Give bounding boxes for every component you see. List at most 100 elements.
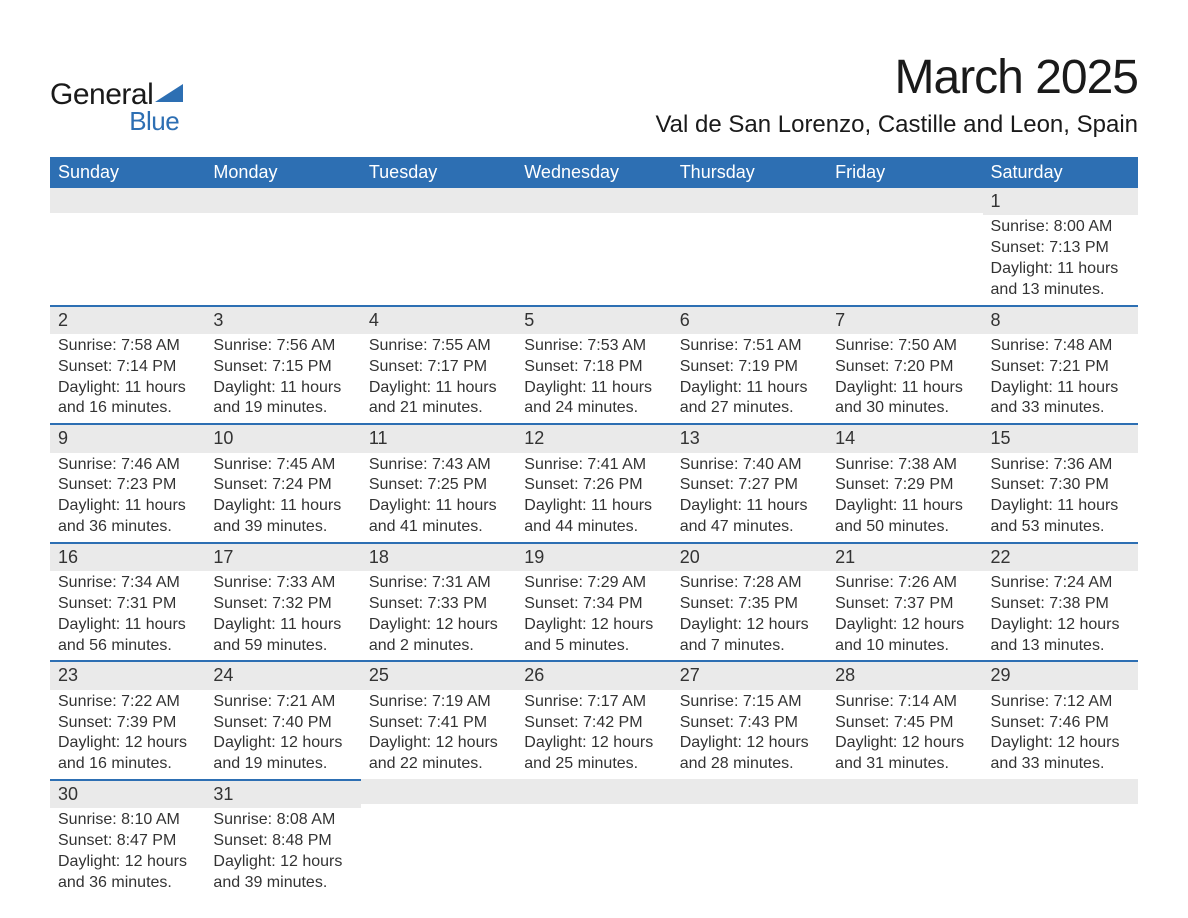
day-body: Sunrise: 7:19 AMSunset: 7:41 PMDaylight:… <box>361 690 516 779</box>
day-body: Sunrise: 7:46 AMSunset: 7:23 PMDaylight:… <box>50 453 205 542</box>
daylight-line: Daylight: 11 hours and 39 minutes. <box>213 496 352 538</box>
day-number: 1 <box>983 188 1138 215</box>
sunset-line: Sunset: 7:34 PM <box>524 594 663 615</box>
day-cell: 25Sunrise: 7:19 AMSunset: 7:41 PMDayligh… <box>361 660 516 779</box>
day-number: 2 <box>50 305 205 334</box>
day-cell: 4Sunrise: 7:55 AMSunset: 7:17 PMDaylight… <box>361 305 516 424</box>
sunrise-line: Sunrise: 7:36 AM <box>991 455 1130 476</box>
day-body: Sunrise: 8:00 AMSunset: 7:13 PMDaylight:… <box>983 215 1138 304</box>
day-body <box>361 213 516 233</box>
page-header: General Blue March 2025 Val de San Loren… <box>50 50 1138 139</box>
day-body <box>205 213 360 233</box>
daylight-line: Daylight: 11 hours and 19 minutes. <box>213 378 352 420</box>
day-cell: 10Sunrise: 7:45 AMSunset: 7:24 PMDayligh… <box>205 423 360 542</box>
sunset-line: Sunset: 7:37 PM <box>835 594 974 615</box>
day-number: 30 <box>50 779 205 808</box>
sunset-line: Sunset: 7:46 PM <box>991 713 1130 734</box>
sunset-line: Sunset: 7:30 PM <box>991 475 1130 496</box>
day-cell: 27Sunrise: 7:15 AMSunset: 7:43 PMDayligh… <box>672 660 827 779</box>
day-cell <box>50 188 205 305</box>
daylight-line: Daylight: 11 hours and 47 minutes. <box>680 496 819 538</box>
day-body: Sunrise: 7:36 AMSunset: 7:30 PMDaylight:… <box>983 453 1138 542</box>
sunrise-line: Sunrise: 7:12 AM <box>991 692 1130 713</box>
day-body: Sunrise: 7:50 AMSunset: 7:20 PMDaylight:… <box>827 334 982 423</box>
sunrise-line: Sunrise: 7:53 AM <box>524 336 663 357</box>
day-number: 7 <box>827 305 982 334</box>
sunset-line: Sunset: 7:40 PM <box>213 713 352 734</box>
sunrise-line: Sunrise: 8:00 AM <box>991 217 1130 238</box>
daylight-line: Daylight: 12 hours and 19 minutes. <box>213 733 352 775</box>
sunset-line: Sunset: 8:48 PM <box>213 831 352 852</box>
day-cell: 30Sunrise: 8:10 AMSunset: 8:47 PMDayligh… <box>50 779 205 898</box>
day-body: Sunrise: 7:34 AMSunset: 7:31 PMDaylight:… <box>50 571 205 660</box>
day-cell: 20Sunrise: 7:28 AMSunset: 7:35 PMDayligh… <box>672 542 827 661</box>
day-number: 26 <box>516 660 671 689</box>
weekday-header: Tuesday <box>361 157 516 188</box>
sunrise-line: Sunrise: 7:38 AM <box>835 455 974 476</box>
sunset-line: Sunset: 7:45 PM <box>835 713 974 734</box>
day-body: Sunrise: 7:26 AMSunset: 7:37 PMDaylight:… <box>827 571 982 660</box>
day-cell <box>361 188 516 305</box>
day-body: Sunrise: 7:38 AMSunset: 7:29 PMDaylight:… <box>827 453 982 542</box>
day-number: 14 <box>827 423 982 452</box>
day-cell: 7Sunrise: 7:50 AMSunset: 7:20 PMDaylight… <box>827 305 982 424</box>
sunset-line: Sunset: 7:18 PM <box>524 357 663 378</box>
day-body: Sunrise: 7:17 AMSunset: 7:42 PMDaylight:… <box>516 690 671 779</box>
day-number <box>205 188 360 213</box>
day-number <box>50 188 205 213</box>
day-number: 16 <box>50 542 205 571</box>
day-number: 23 <box>50 660 205 689</box>
day-number: 25 <box>361 660 516 689</box>
day-body: Sunrise: 7:29 AMSunset: 7:34 PMDaylight:… <box>516 571 671 660</box>
sunset-line: Sunset: 7:23 PM <box>58 475 197 496</box>
day-body: Sunrise: 7:48 AMSunset: 7:21 PMDaylight:… <box>983 334 1138 423</box>
day-number: 22 <box>983 542 1138 571</box>
day-number <box>361 188 516 213</box>
location: Val de San Lorenzo, Castille and Leon, S… <box>655 111 1138 139</box>
sunset-line: Sunset: 7:25 PM <box>369 475 508 496</box>
day-number: 17 <box>205 542 360 571</box>
sunset-line: Sunset: 7:32 PM <box>213 594 352 615</box>
daylight-line: Daylight: 12 hours and 39 minutes. <box>213 852 352 894</box>
day-body <box>983 804 1138 824</box>
sunrise-line: Sunrise: 7:51 AM <box>680 336 819 357</box>
day-cell: 11Sunrise: 7:43 AMSunset: 7:25 PMDayligh… <box>361 423 516 542</box>
day-body <box>827 213 982 233</box>
week-row: 9Sunrise: 7:46 AMSunset: 7:23 PMDaylight… <box>50 423 1138 542</box>
week-row: 1Sunrise: 8:00 AMSunset: 7:13 PMDaylight… <box>50 188 1138 305</box>
day-number: 31 <box>205 779 360 808</box>
sunset-line: Sunset: 7:13 PM <box>991 238 1130 259</box>
sunrise-line: Sunrise: 7:40 AM <box>680 455 819 476</box>
title-block: March 2025 Val de San Lorenzo, Castille … <box>655 50 1138 139</box>
sunset-line: Sunset: 7:35 PM <box>680 594 819 615</box>
day-number: 10 <box>205 423 360 452</box>
week-row: 23Sunrise: 7:22 AMSunset: 7:39 PMDayligh… <box>50 660 1138 779</box>
sunrise-line: Sunrise: 7:55 AM <box>369 336 508 357</box>
sunset-line: Sunset: 7:20 PM <box>835 357 974 378</box>
sunrise-line: Sunrise: 7:46 AM <box>58 455 197 476</box>
day-body: Sunrise: 7:31 AMSunset: 7:33 PMDaylight:… <box>361 571 516 660</box>
sunset-line: Sunset: 7:42 PM <box>524 713 663 734</box>
day-cell: 8Sunrise: 7:48 AMSunset: 7:21 PMDaylight… <box>983 305 1138 424</box>
day-cell: 12Sunrise: 7:41 AMSunset: 7:26 PMDayligh… <box>516 423 671 542</box>
sunrise-line: Sunrise: 7:48 AM <box>991 336 1130 357</box>
day-number: 8 <box>983 305 1138 334</box>
weeks-container: 1Sunrise: 8:00 AMSunset: 7:13 PMDaylight… <box>50 188 1138 897</box>
day-cell: 24Sunrise: 7:21 AMSunset: 7:40 PMDayligh… <box>205 660 360 779</box>
sunset-line: Sunset: 7:41 PM <box>369 713 508 734</box>
day-cell: 31Sunrise: 8:08 AMSunset: 8:48 PMDayligh… <box>205 779 360 898</box>
logo: General Blue <box>50 50 183 137</box>
day-cell: 19Sunrise: 7:29 AMSunset: 7:34 PMDayligh… <box>516 542 671 661</box>
day-body <box>516 213 671 233</box>
day-body: Sunrise: 7:41 AMSunset: 7:26 PMDaylight:… <box>516 453 671 542</box>
day-cell: 18Sunrise: 7:31 AMSunset: 7:33 PMDayligh… <box>361 542 516 661</box>
day-body: Sunrise: 7:43 AMSunset: 7:25 PMDaylight:… <box>361 453 516 542</box>
day-number <box>516 188 671 213</box>
daylight-line: Daylight: 12 hours and 16 minutes. <box>58 733 197 775</box>
daylight-line: Daylight: 11 hours and 21 minutes. <box>369 378 508 420</box>
day-number: 28 <box>827 660 982 689</box>
day-cell <box>983 779 1138 898</box>
day-body: Sunrise: 7:33 AMSunset: 7:32 PMDaylight:… <box>205 571 360 660</box>
sunset-line: Sunset: 7:24 PM <box>213 475 352 496</box>
day-body: Sunrise: 7:12 AMSunset: 7:46 PMDaylight:… <box>983 690 1138 779</box>
